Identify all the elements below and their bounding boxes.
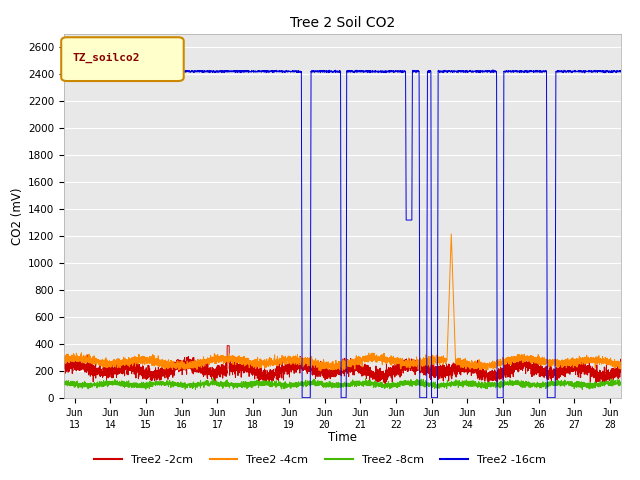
Tree2 -16cm: [394, 69, 402, 74]
Line: Tree2 -2cm: Tree2 -2cm: [64, 346, 621, 384]
Tree2 -16cm: [476, 69, 483, 75]
Tree2 -2cm: [518, 364, 525, 370]
Line: Tree2 -4cm: Tree2 -4cm: [64, 234, 621, 371]
Text: TZ_soilco2: TZ_soilco2: [72, 53, 140, 63]
Tree2 -8cm: [60, 381, 68, 387]
Tree2 -8cm: [476, 382, 483, 388]
Title: Tree 2 Soil CO2: Tree 2 Soil CO2: [290, 16, 395, 30]
Tree2 -2cm: [422, 364, 430, 370]
Tree2 -2cm: [617, 370, 625, 375]
Tree2 -16cm: [154, 67, 162, 72]
Tree2 -4cm: [476, 362, 483, 368]
Tree2 -16cm: [60, 69, 68, 74]
Tree2 -16cm: [422, 395, 430, 401]
Tree2 -16cm: [161, 69, 169, 74]
Y-axis label: CO2 (mV): CO2 (mV): [11, 187, 24, 245]
Tree2 -2cm: [394, 366, 402, 372]
Line: Tree2 -16cm: Tree2 -16cm: [64, 70, 621, 398]
Tree2 -4cm: [447, 231, 455, 237]
X-axis label: Time: Time: [328, 431, 357, 444]
Tree2 -16cm: [518, 69, 526, 74]
Tree2 -4cm: [317, 368, 324, 374]
Tree2 -8cm: [394, 384, 402, 389]
Tree2 -8cm: [518, 382, 525, 387]
Tree2 -8cm: [273, 384, 281, 389]
Tree2 -8cm: [579, 386, 586, 392]
Tree2 -4cm: [518, 353, 526, 359]
Tree2 -16cm: [617, 69, 625, 75]
Tree2 -8cm: [209, 376, 217, 382]
Tree2 -4cm: [422, 362, 430, 368]
Tree2 -2cm: [161, 368, 169, 374]
FancyBboxPatch shape: [61, 37, 184, 81]
Tree2 -2cm: [593, 382, 600, 387]
Tree2 -2cm: [223, 343, 231, 348]
Line: Tree2 -8cm: Tree2 -8cm: [64, 379, 621, 389]
Tree2 -4cm: [161, 357, 169, 363]
Tree2 -8cm: [422, 383, 430, 388]
Tree2 -8cm: [161, 381, 169, 387]
Legend: Tree2 -2cm, Tree2 -4cm, Tree2 -8cm, Tree2 -16cm: Tree2 -2cm, Tree2 -4cm, Tree2 -8cm, Tree…: [90, 451, 550, 469]
Tree2 -4cm: [394, 355, 402, 361]
Tree2 -2cm: [273, 363, 281, 369]
Tree2 -2cm: [60, 363, 68, 369]
Tree2 -2cm: [476, 372, 483, 378]
Tree2 -16cm: [273, 69, 281, 75]
Tree2 -4cm: [273, 363, 280, 369]
Tree2 -16cm: [298, 395, 306, 401]
Tree2 -4cm: [617, 361, 625, 367]
Tree2 -8cm: [617, 381, 625, 387]
Tree2 -4cm: [60, 358, 68, 363]
